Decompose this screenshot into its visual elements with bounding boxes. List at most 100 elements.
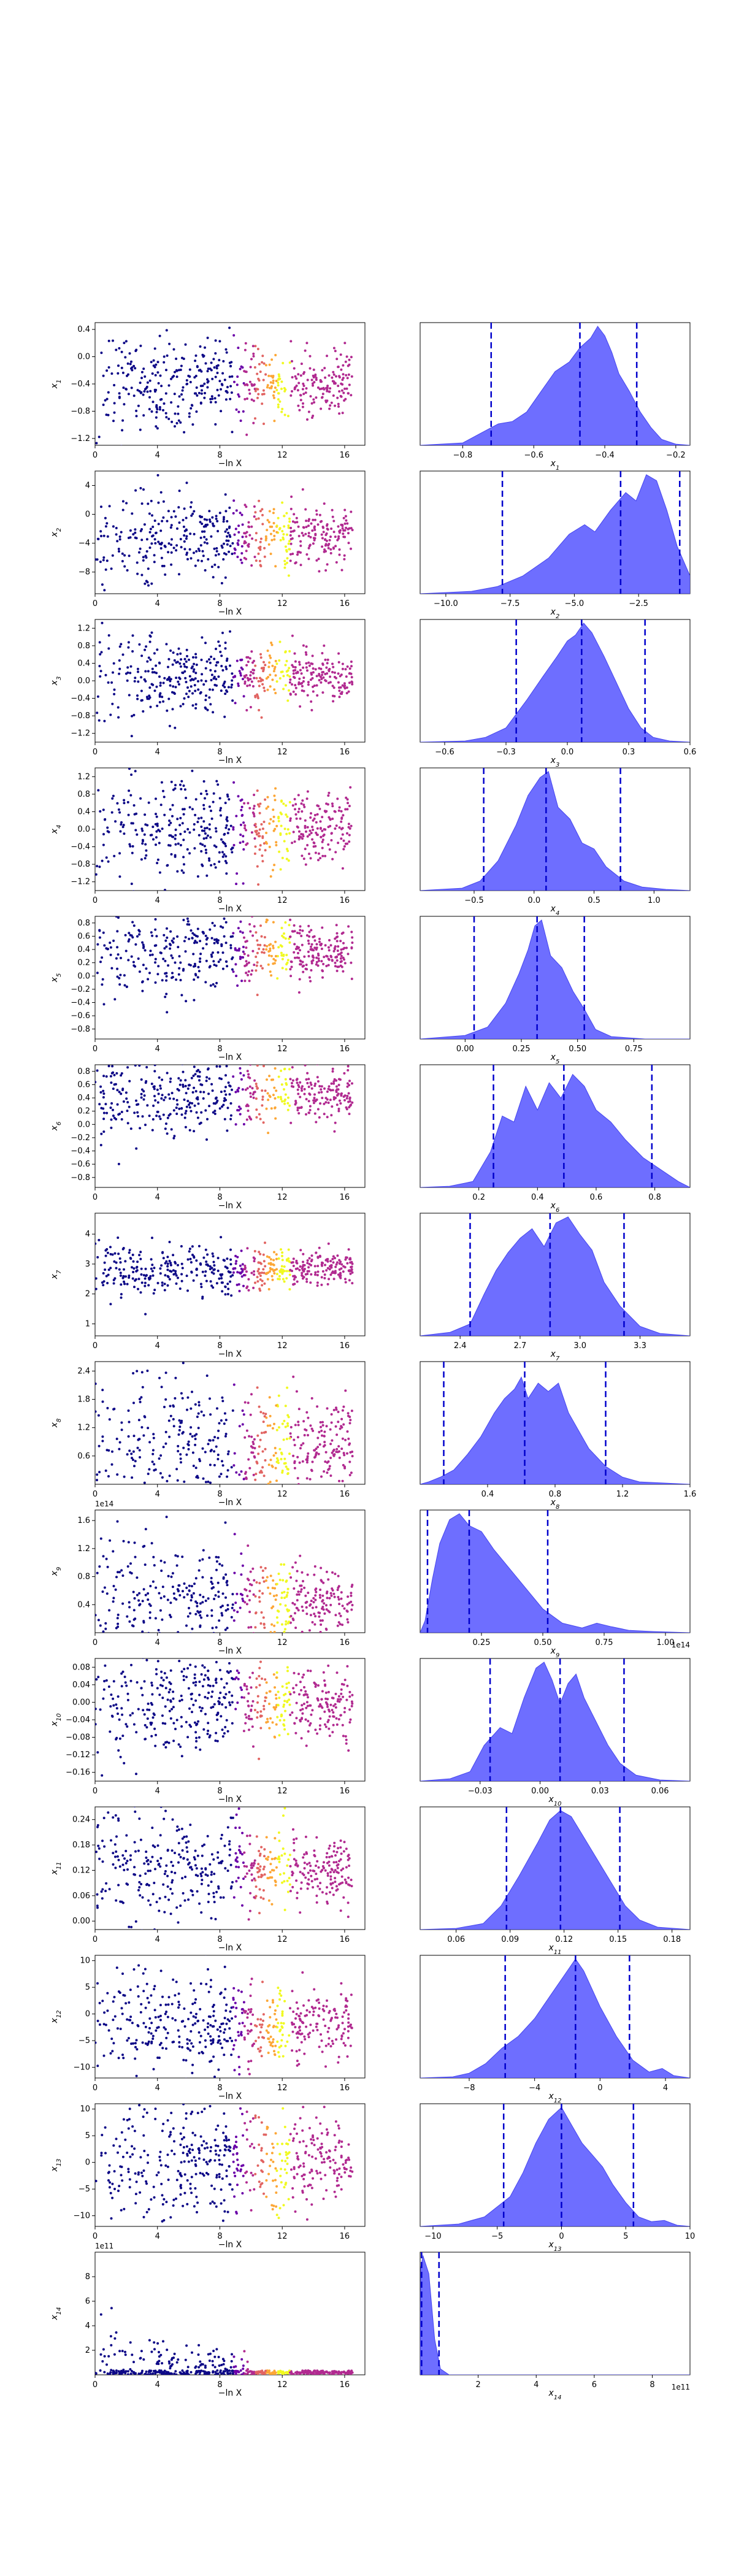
trace-point [278, 400, 282, 403]
trace-point [259, 1117, 262, 1121]
trace-point [180, 994, 183, 997]
trace-point [334, 1425, 337, 1428]
trace-point [178, 1652, 181, 1654]
density-xlabel: x7 [550, 1349, 560, 1362]
trace-point [114, 906, 117, 908]
trace-point [171, 1092, 174, 1095]
trace-point [256, 1276, 259, 1279]
trace-point [120, 1633, 122, 1635]
trace-point [324, 544, 327, 547]
trace-point [269, 1424, 272, 1427]
trace-point [180, 364, 183, 367]
trace-point [134, 489, 137, 492]
trace-point [105, 947, 108, 950]
trace-point [307, 519, 310, 523]
trace-point [347, 542, 350, 545]
trace-xtick-label: 8 [217, 896, 222, 905]
trace-point [256, 1065, 259, 1067]
trace-point [294, 562, 297, 565]
trace-point [315, 396, 318, 399]
trace-point [297, 1609, 300, 1612]
trace-point [276, 977, 279, 980]
trace-point [228, 828, 231, 831]
trace-point [351, 1451, 354, 1453]
trace-point [264, 1459, 267, 1462]
trace-point [268, 822, 271, 825]
trace-point [161, 564, 164, 567]
trace-point [115, 750, 117, 753]
trace-point [115, 916, 118, 918]
trace-point [281, 670, 284, 673]
trace-point [332, 1082, 335, 1085]
trace-point [182, 1446, 185, 1449]
trace-point [335, 959, 339, 962]
trace-point [138, 1065, 141, 1067]
trace-point [207, 1067, 210, 1070]
trace-point [159, 374, 162, 377]
trace-point [158, 408, 161, 411]
trace-point [171, 663, 174, 666]
trace-point [243, 827, 247, 830]
trace-point [169, 1263, 172, 1267]
trace-point [254, 389, 257, 393]
trace-point [330, 527, 333, 530]
trace-point [250, 1393, 253, 1396]
trace-point [196, 1058, 199, 1060]
trace-point [154, 981, 157, 984]
trace-point [143, 390, 146, 393]
trace-point [317, 1452, 320, 1455]
trace-point [107, 647, 110, 650]
trace-point [340, 810, 343, 813]
trace-point [103, 944, 106, 947]
trace-point [236, 872, 239, 875]
trace-point [207, 1092, 210, 1095]
trace-point [319, 380, 322, 383]
trace-point [286, 959, 289, 962]
trace-point [178, 1287, 182, 1290]
trace-point [273, 1272, 276, 1275]
trace-point [350, 1471, 353, 1474]
trace-point [254, 1281, 256, 1284]
trace-ytick-label: 0.0 [77, 825, 90, 834]
trace-point [347, 373, 350, 376]
trace-point [285, 832, 288, 835]
trace-point [347, 1069, 350, 1071]
trace-point [223, 686, 226, 689]
trace-point [296, 1593, 299, 1596]
trace-point [326, 1098, 329, 1101]
trace-point [191, 678, 193, 681]
trace-point [275, 524, 278, 527]
trace-point [328, 1597, 331, 1600]
trace-point [239, 420, 242, 422]
trace-point [188, 1606, 190, 1609]
trace-point [116, 1650, 118, 1653]
trace-point [338, 390, 341, 393]
trace-point [254, 664, 257, 667]
trace-point [269, 656, 272, 659]
trace-point [177, 506, 180, 509]
trace-point [258, 805, 261, 808]
trace-point [343, 529, 347, 532]
trace-point [305, 1411, 309, 1414]
trace-point [144, 1281, 147, 1284]
trace-point [273, 538, 276, 541]
trace-point [229, 1275, 232, 1278]
trace-point [125, 1091, 128, 1094]
trace-point [174, 412, 177, 415]
trace-point [248, 534, 251, 537]
trace-point [159, 681, 162, 684]
trace-point [149, 1275, 152, 1278]
trace-point [161, 1284, 164, 1287]
trace-point [307, 683, 310, 686]
trace-point [312, 415, 315, 417]
trace-point [223, 378, 226, 381]
trace-point [255, 1083, 258, 1086]
trace-ytick-label: 0.0 [77, 1120, 90, 1129]
trace-point [300, 1588, 303, 1591]
trace-point [140, 827, 144, 830]
trace-point [291, 553, 294, 555]
trace-point [186, 917, 189, 920]
trace-point [226, 816, 229, 819]
trace-point [320, 519, 323, 523]
trace-point [170, 1575, 173, 1578]
